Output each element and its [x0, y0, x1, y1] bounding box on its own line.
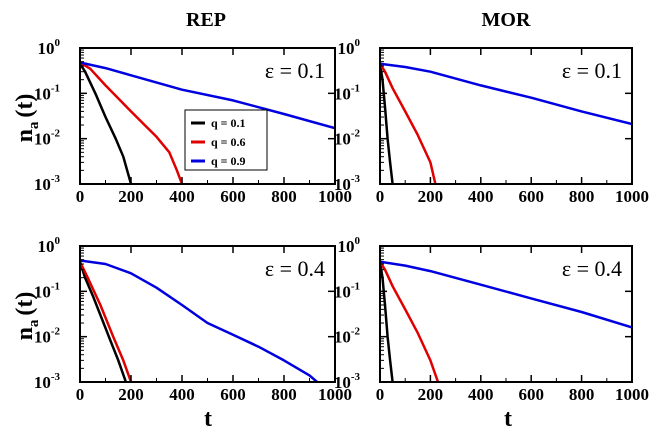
- x-tick-label: 0: [76, 187, 85, 206]
- series-line-q-0-6: [80, 61, 184, 184]
- epsilon-annotation: ε = 0.4: [562, 256, 622, 281]
- y-tick-label: 10-2: [34, 326, 61, 347]
- series-line-q-0-6: [380, 261, 440, 382]
- column-title-mor: MOR: [482, 9, 531, 31]
- series-line-q-0-6: [380, 63, 437, 184]
- x-tick-label: 600: [518, 385, 544, 404]
- ylabel-main: n: [12, 129, 38, 142]
- series-line-q-0-1: [380, 261, 394, 382]
- series-line-q-0-9: [80, 259, 318, 382]
- y-tick-label: 100: [38, 37, 61, 58]
- series-line-q-0-1: [80, 63, 133, 184]
- ylabel-top: na (t): [12, 94, 42, 143]
- x-tick-label: 600: [220, 385, 246, 404]
- x-tick-label: 800: [569, 187, 595, 206]
- x-tick-label: 400: [169, 385, 195, 404]
- ylabel-tail: (t): [12, 292, 38, 316]
- x-tick-label: 200: [418, 385, 444, 404]
- epsilon-annotation: ε = 0.1: [562, 58, 622, 83]
- x-tick-label: 400: [468, 385, 494, 404]
- x-tick-label: 0: [376, 385, 385, 404]
- ylabel-subscript: a: [26, 121, 42, 129]
- x-tick-label: 200: [118, 385, 144, 404]
- legend-label: q = 0.9: [211, 154, 246, 168]
- x-tick-label: 200: [418, 187, 444, 206]
- series-line-q-0-9: [80, 61, 335, 130]
- x-tick-label: 1000: [318, 187, 352, 206]
- panel-2: 0 200 400 600 800 1000 100 10-1 10-2 10-3 ε = 0.1: [334, 37, 649, 206]
- x-tick-label: 600: [220, 187, 246, 206]
- x-tick-label: 1000: [318, 385, 352, 404]
- x-tick-label: 200: [118, 187, 144, 206]
- series-line-q-0-9: [380, 62, 632, 126]
- legend: q = 0.1 q = 0.6 q = 0.9: [184, 109, 268, 171]
- x-tick-label: 1000: [615, 385, 649, 404]
- x-tick-label: 0: [76, 385, 85, 404]
- epsilon-annotation: ε = 0.1: [265, 58, 325, 83]
- y-tick-label: 10-3: [334, 371, 361, 392]
- ylabel-subscript: a: [26, 319, 42, 327]
- x-tick-label: 400: [468, 187, 494, 206]
- y-tick-label: 10-2: [34, 128, 61, 149]
- series-group: [80, 259, 318, 382]
- series-line-q-0-6: [80, 261, 133, 382]
- x-tick-label: 1000: [615, 187, 649, 206]
- series-group: [380, 62, 632, 184]
- ylabel-main: n: [12, 327, 38, 340]
- y-tick-label: 10-1: [34, 280, 60, 301]
- epsilon-annotation: ε = 0.4: [265, 256, 325, 281]
- x-tick-label: 800: [271, 187, 297, 206]
- y-tick-label: 100: [338, 37, 361, 58]
- x-tick-label: 0: [376, 187, 385, 206]
- xlabel-left: t: [204, 406, 212, 430]
- y-tick-label: 10-3: [334, 173, 361, 194]
- ylabel-tail: (t): [12, 94, 38, 118]
- legend-label: q = 0.1: [211, 116, 246, 130]
- panel-1: 0 200 400 600 800 1000 100 10-1 10-2 10-3 ε = 0.1 q…: [34, 37, 352, 206]
- y-tick-label: 10-1: [334, 82, 360, 103]
- ylabel-bottom: na (t): [12, 292, 42, 341]
- x-tick-label: 400: [169, 187, 195, 206]
- y-tick-label: 10-1: [34, 82, 60, 103]
- x-tick-label: 600: [518, 187, 544, 206]
- y-tick-label: 10-2: [334, 326, 361, 347]
- xlabel-right: t: [504, 406, 512, 430]
- series-line-q-0-1: [80, 261, 128, 382]
- x-tick-label: 800: [271, 385, 297, 404]
- panel-3: 0 200 400 600 800 1000 100 10-1 10-2 10-3 ε = 0.4: [34, 235, 352, 404]
- column-title-rep: REP: [186, 9, 226, 31]
- y-tick-label: 10-3: [34, 173, 61, 194]
- panel-4: 0 200 400 600 800 1000 100 10-1 10-2 10-3 ε = 0.4: [334, 235, 649, 404]
- y-tick-label: 10-3: [34, 371, 61, 392]
- legend-label: q = 0.6: [211, 135, 246, 149]
- series-group: [380, 260, 632, 382]
- y-tick-label: 100: [38, 235, 61, 256]
- series-line-q-0-9: [380, 260, 632, 329]
- series-group: [80, 61, 335, 184]
- y-tick-label: 10-1: [334, 280, 360, 301]
- svg-text:na(t): na (t): [12, 292, 42, 341]
- y-tick-label: 10-2: [334, 128, 361, 149]
- x-tick-label: 800: [569, 385, 595, 404]
- series-line-q-0-1: [380, 63, 394, 184]
- svg-text:na(t): na (t): [12, 94, 42, 143]
- y-tick-label: 100: [338, 235, 361, 256]
